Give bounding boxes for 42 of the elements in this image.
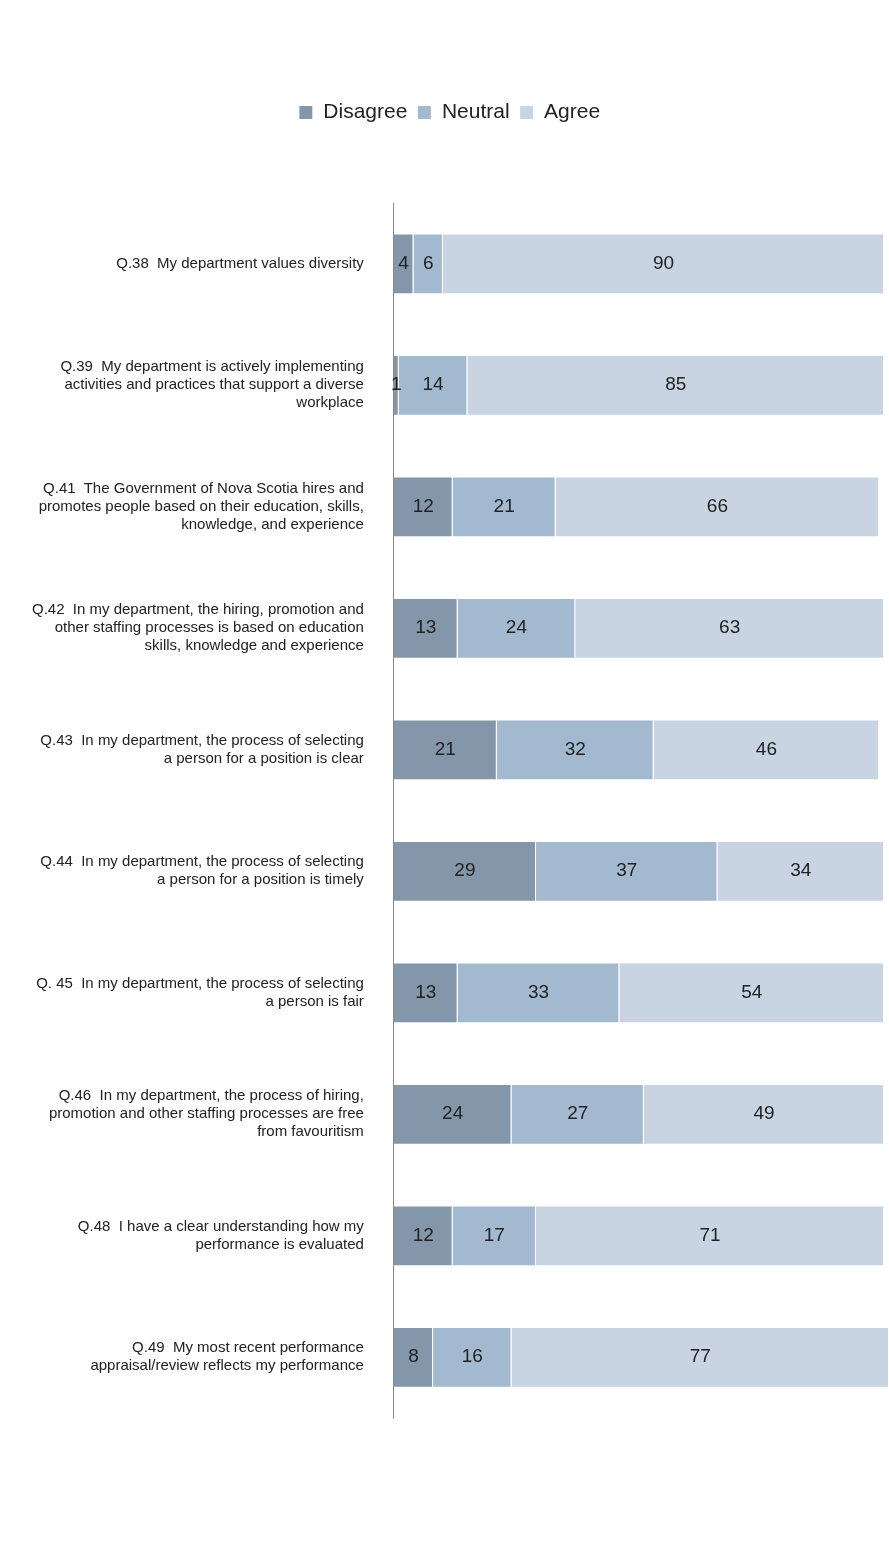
data-label: 27 <box>567 1102 589 1124</box>
data-label: 66 <box>706 494 728 516</box>
y-tick-label: Q. 45 In my department, the process of selecting a person is fair <box>36 973 364 1009</box>
data-label: 8 <box>408 1345 419 1367</box>
y-tick-label: Q.48 I have a clear understanding how my performance is evaluated <box>77 1216 365 1252</box>
y-tick-label: Q.46 In my department, the process of hiring, promotion and other staffing processes are free from favouritism <box>48 1086 364 1140</box>
data-label: 24 <box>442 1102 464 1124</box>
data-label: 4 <box>398 251 410 273</box>
data-label: 12 <box>412 1223 434 1245</box>
data-label: 77 <box>689 1345 711 1367</box>
data-label: 29 <box>454 859 476 881</box>
legend-label: Disagree <box>323 99 408 123</box>
y-tick-label: Q.49 My most recent performance appraisal/review reflects my performance <box>90 1338 364 1374</box>
data-label: 37 <box>616 859 638 881</box>
data-label: 85 <box>665 373 687 395</box>
data-label: 14 <box>422 373 445 395</box>
data-label: 12 <box>412 494 434 516</box>
data-label: 46 <box>755 737 778 759</box>
legend-label: Neutral <box>441 99 510 123</box>
data-label: 34 <box>790 859 812 881</box>
data-label: 90 <box>652 251 675 273</box>
y-tick-label: Q.43 In my department, the process of selecting a person for a position is clear <box>40 730 364 766</box>
data-label: 16 <box>461 1345 483 1367</box>
data-label: 13 <box>415 616 437 638</box>
y-tick-label: Q.39 My department is actively implementing activities and practices that support a diverse workplace <box>60 357 364 411</box>
data-label: 24 <box>505 616 528 638</box>
data-label: 21 <box>434 737 456 759</box>
y-tick-label: Q.42 In my department, the hiring, promotion and other staffing processes is based on education skills, knowledge and experience <box>31 600 364 654</box>
data-label: 21 <box>493 494 515 516</box>
y-tick-label: Q.38 My department values diversity <box>116 253 365 271</box>
data-label: 71 <box>699 1223 721 1245</box>
y-tick-label: Q.41 The Government of Nova Scotia hires and promotes people based on their education, skills, knowledge, and experience <box>38 478 364 532</box>
data-label: 63 <box>719 616 741 638</box>
data-label: 54 <box>741 980 763 1002</box>
data-label: 49 <box>753 1102 775 1124</box>
legend-label: Agree <box>544 99 601 123</box>
data-label: 6 <box>422 251 434 273</box>
data-label: 32 <box>564 737 586 759</box>
y-tick-label: Q.44 In my department, the process of selecting a person for a position is timely <box>40 852 365 888</box>
data-label: 17 <box>483 1223 505 1245</box>
data-label: 13 <box>415 980 437 1002</box>
data-label: 33 <box>527 980 550 1002</box>
